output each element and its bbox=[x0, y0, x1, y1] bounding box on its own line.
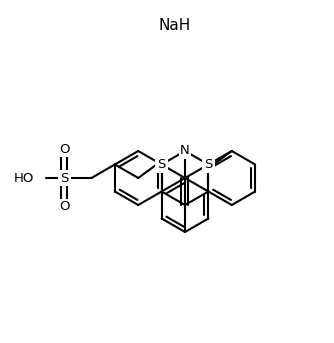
Text: O: O bbox=[59, 200, 70, 213]
Text: S: S bbox=[204, 158, 212, 171]
Text: N: N bbox=[180, 144, 190, 157]
Text: O: O bbox=[59, 143, 70, 155]
Text: NaH: NaH bbox=[159, 17, 191, 33]
Text: S: S bbox=[60, 172, 69, 185]
Text: HO: HO bbox=[14, 172, 34, 185]
Text: S: S bbox=[157, 158, 166, 171]
